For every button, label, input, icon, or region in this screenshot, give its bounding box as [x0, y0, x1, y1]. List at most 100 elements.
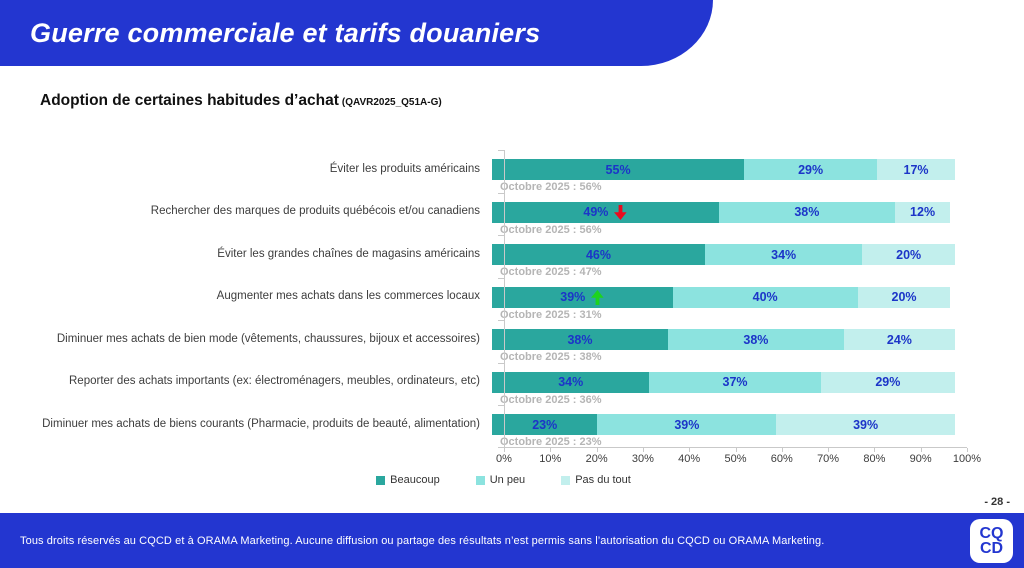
bar-segment-un-peu: 37%: [649, 371, 821, 393]
value-label: 55%: [605, 162, 631, 177]
slide-header-title: Guerre commerciale et tarifs douaniers: [30, 17, 541, 48]
x-axis-line: [504, 447, 968, 452]
row-plot: 23% 39% 39% Octobre 2025 : 23%: [492, 414, 955, 448]
previous-wave-annotation: Octobre 2025 : 31%: [500, 308, 602, 321]
bar-segment-un-peu: 34%: [704, 244, 863, 265]
stacked-bar: 38% 38% 24%: [492, 329, 955, 350]
x-axis-tick: [781, 448, 783, 452]
bar-segment-un-peu: 38%: [667, 329, 844, 350]
chart-title-question-ref: (QAVR2025_Q51A-G): [341, 97, 442, 108]
x-axis-tick-label: 40%: [678, 453, 701, 465]
value-label: 34%: [771, 247, 797, 262]
value-label: 49%: [583, 205, 609, 219]
footer-copyright: Tous droits réservés au CQCD et à ORAMA …: [20, 534, 825, 547]
value-label: 23%: [532, 417, 558, 432]
legend-item-pas-du-tout: Pas du tout: [561, 474, 631, 486]
y-axis-tick: [498, 277, 504, 279]
y-axis-tick: [498, 447, 504, 448]
chart-row: Éviter les grandes chaînes de magasins a…: [40, 235, 967, 278]
bar-segment-un-peu: 39%: [597, 414, 777, 435]
bar-segment-beaucoup: 46%: [492, 244, 705, 265]
category-label-text: Augmenter mes achats dans les commerces …: [216, 290, 480, 303]
x-axis-tick-label: 50%: [724, 453, 747, 465]
value-label: 39%: [853, 417, 879, 432]
chart-row: Diminuer mes achats de biens courants (P…: [40, 405, 967, 448]
row-plot: 39% 40% 20% Octobre 2025 : 31%: [492, 286, 955, 321]
previous-wave-annotation: Octobre 2025 : 36%: [500, 393, 602, 406]
x-axis-tick-label: 30%: [631, 453, 654, 465]
stacked-bar: 34% 37% 29%: [492, 371, 955, 393]
chart-rows: Éviter les produits américains 55% 29% 17% O…: [40, 150, 967, 448]
legend-label: Un peu: [489, 474, 526, 486]
category-label-text: Diminuer mes achats de biens courants (P…: [42, 417, 480, 430]
value-label: 12%: [910, 205, 936, 219]
bar-segment-pas-du-tout: 29%: [820, 371, 955, 393]
legend-item-un-peu: Un peu: [475, 474, 526, 486]
previous-wave-annotation: Octobre 2025 : 56%: [500, 181, 602, 193]
stacked-bar-chart: Éviter les produits américains 55% 29% 17% O…: [40, 150, 981, 490]
category-label: Reporter des achats importants (ex: élec…: [40, 372, 492, 393]
row-plot: 46% 34% 20% Octobre 2025 : 47%: [492, 244, 955, 278]
x-axis-tick-label: 80%: [863, 453, 886, 465]
value-label: 46%: [585, 247, 611, 262]
category-label: Rechercher des marques de produits québé…: [40, 202, 492, 223]
x-axis-tick: [504, 448, 505, 452]
chart-title-text: Adoption de certaines habitudes d’achat: [40, 92, 339, 109]
trend-down-arrow: [614, 204, 628, 220]
x-axis-tick: [689, 448, 691, 452]
bar-segment-pas-du-tout: 17%: [877, 159, 955, 180]
value-label: 39%: [560, 290, 586, 304]
cqcd-logo-line2: CD: [979, 540, 1004, 557]
x-axis-tick-label: 70%: [817, 453, 840, 465]
x-axis-tick: [550, 448, 552, 452]
cqcd-logo: CQ CD: [970, 519, 1013, 563]
bar-segment-pas-du-tout: 24%: [843, 329, 955, 350]
stacked-bar: 23% 39% 39%: [492, 414, 955, 435]
legend-swatch-icon: [475, 475, 485, 485]
legend-label: Pas du tout: [575, 474, 631, 486]
header-band: Guerre commerciale et tarifs douaniers: [0, 0, 713, 66]
bar-segment-beaucoup: 34%: [492, 371, 650, 393]
y-axis-tick: [498, 320, 504, 321]
stacked-bar: 39% 40% 20%: [492, 286, 955, 308]
x-axis-tick-label: 0%: [496, 453, 512, 465]
category-label: Augmenter mes achats dans les commerces …: [40, 287, 492, 308]
bar-segment-beaucoup: 55%: [492, 159, 745, 180]
bar-segment-un-peu: 38%: [718, 201, 895, 223]
bar-segment-un-peu: 29%: [744, 159, 878, 180]
legend-swatch-icon: [376, 475, 386, 485]
bar-segment-pas-du-tout: 12%: [894, 201, 951, 223]
x-axis-tick: [735, 448, 737, 452]
x-axis-tick: [596, 448, 598, 452]
category-label-text: Éviter les grandes chaînes de magasins a…: [217, 247, 480, 260]
previous-wave-annotation: Octobre 2025 : 56%: [500, 223, 602, 236]
value-label: 17%: [903, 162, 929, 177]
legend-swatch-icon: [561, 475, 571, 485]
y-axis-tick: [498, 362, 504, 364]
y-axis-tick: [498, 235, 504, 236]
value-label: 24%: [886, 332, 912, 347]
value-label: 37%: [722, 375, 748, 389]
category-label-text: Rechercher des marques de produits québé…: [150, 205, 480, 218]
x-axis-tick-label: 100%: [952, 453, 982, 465]
chart-legend: Beaucoup Un peu Pas du tout: [40, 474, 967, 486]
x-axis-tick: [642, 448, 644, 452]
value-label: 29%: [875, 375, 901, 389]
trend-up-arrow: [591, 289, 604, 305]
stacked-bar: 49% 38% 12%: [492, 201, 955, 223]
category-label: Éviter les grandes chaînes de magasins a…: [40, 244, 492, 265]
value-label: 29%: [798, 162, 824, 177]
value-label: 40%: [752, 290, 778, 304]
x-axis-labels: 0% 10% 20% 30% 40% 50% 60% 70% 80% 90% 100%: [483, 453, 988, 465]
chart-row: Reporter des achats importants (ex: élec…: [40, 363, 967, 406]
value-label: 39%: [674, 417, 700, 432]
category-label: Diminuer mes achats de biens courants (P…: [40, 414, 492, 435]
row-plot: 55% 29% 17% Octobre 2025 : 56%: [492, 159, 955, 193]
value-label: 38%: [567, 332, 593, 347]
category-label-text: Éviter les produits américains: [329, 162, 480, 175]
x-axis-tick-label: 20%: [585, 453, 608, 465]
bar-segment-beaucoup: 49%: [492, 201, 719, 223]
bar-segment-beaucoup: 39%: [492, 286, 673, 308]
y-axis-tick: [498, 405, 504, 406]
category-label-text: Diminuer mes achats de bien mode (vêteme…: [56, 332, 480, 345]
